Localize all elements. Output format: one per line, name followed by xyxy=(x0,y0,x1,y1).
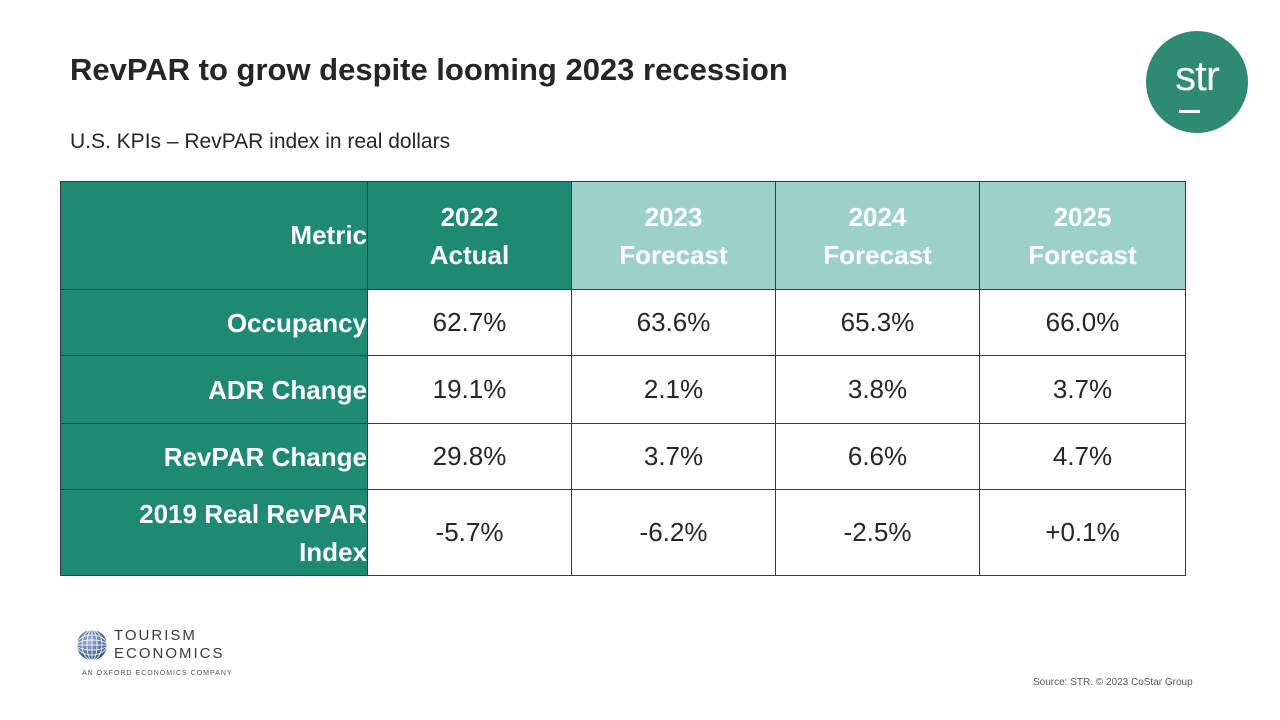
header-2023: 2023 Forecast xyxy=(571,181,776,290)
header-2022: 2022 Actual xyxy=(367,181,572,290)
header-year: 2023 xyxy=(644,201,703,232)
tourism-economics-tagline: AN OXFORD ECONOMICS COMPANY xyxy=(82,670,233,677)
header-year: 2022 xyxy=(440,201,499,232)
header-2024: 2024 Forecast xyxy=(775,181,980,290)
row-label-real-revpar-index: 2019 Real RevPAR Index xyxy=(60,489,368,576)
header-type: Forecast xyxy=(823,239,932,270)
tourism-economics-name: TOURISM ECONOMICS xyxy=(114,627,225,663)
row-label-occupancy: Occupancy xyxy=(60,289,368,356)
globe-icon xyxy=(76,629,108,661)
table-cell: 19.1% xyxy=(367,355,572,424)
kpi-table: Metric 2022 Actual 2023 Forecast 2024 Fo… xyxy=(60,181,1186,576)
str-logo-text: str xyxy=(1175,52,1220,99)
table-cell: 6.6% xyxy=(775,423,980,490)
header-type: Actual xyxy=(429,239,510,270)
row-label-line: Index xyxy=(299,536,367,567)
table-cell: +0.1% xyxy=(979,489,1186,576)
table-header-row: Metric 2022 Actual 2023 Forecast 2024 Fo… xyxy=(60,181,1186,290)
table-cell: 4.7% xyxy=(979,423,1186,490)
header-type: Forecast xyxy=(1028,239,1137,270)
te-line1: TOURISM xyxy=(114,627,197,644)
table-cell: 62.7% xyxy=(367,289,572,356)
header-year: 2025 xyxy=(1053,201,1112,232)
table-row: RevPAR Change 29.8% 3.7% 6.6% 4.7% xyxy=(60,423,1186,490)
row-label-line: 2019 Real RevPAR xyxy=(139,498,367,529)
table-cell: 2.1% xyxy=(571,355,776,424)
table-cell: -6.2% xyxy=(571,489,776,576)
table-row: 2019 Real RevPAR Index -5.7% -6.2% -2.5%… xyxy=(60,489,1186,576)
table-cell: 29.8% xyxy=(367,423,572,490)
row-label-adr-change: ADR Change xyxy=(60,355,368,424)
table-cell: -2.5% xyxy=(775,489,980,576)
table-cell: 3.7% xyxy=(979,355,1186,424)
table-cell: 3.8% xyxy=(775,355,980,424)
row-label-revpar-change: RevPAR Change xyxy=(60,423,368,490)
str-logo: str xyxy=(1146,31,1248,133)
table-cell: 3.7% xyxy=(571,423,776,490)
table-cell: -5.7% xyxy=(367,489,572,576)
table-row: Occupancy 62.7% 63.6% 65.3% 66.0% xyxy=(60,289,1186,356)
table-row: ADR Change 19.1% 2.1% 3.8% 3.7% xyxy=(60,355,1186,424)
header-2025: 2025 Forecast xyxy=(979,181,1186,290)
slide-title: RevPAR to grow despite looming 2023 rece… xyxy=(70,52,788,87)
table-cell: 63.6% xyxy=(571,289,776,356)
header-type: Forecast xyxy=(619,239,728,270)
slide-subtitle: U.S. KPIs – RevPAR index in real dollars xyxy=(70,130,451,153)
table-cell: 66.0% xyxy=(979,289,1186,356)
str-logo-underline xyxy=(1179,110,1200,113)
te-line2: ECONOMICS xyxy=(114,645,225,662)
header-year: 2024 xyxy=(848,201,907,232)
header-metric: Metric xyxy=(60,181,368,290)
table-cell: 65.3% xyxy=(775,289,980,356)
source-note: Source: STR. © 2023 CoStar Group xyxy=(1033,677,1193,688)
